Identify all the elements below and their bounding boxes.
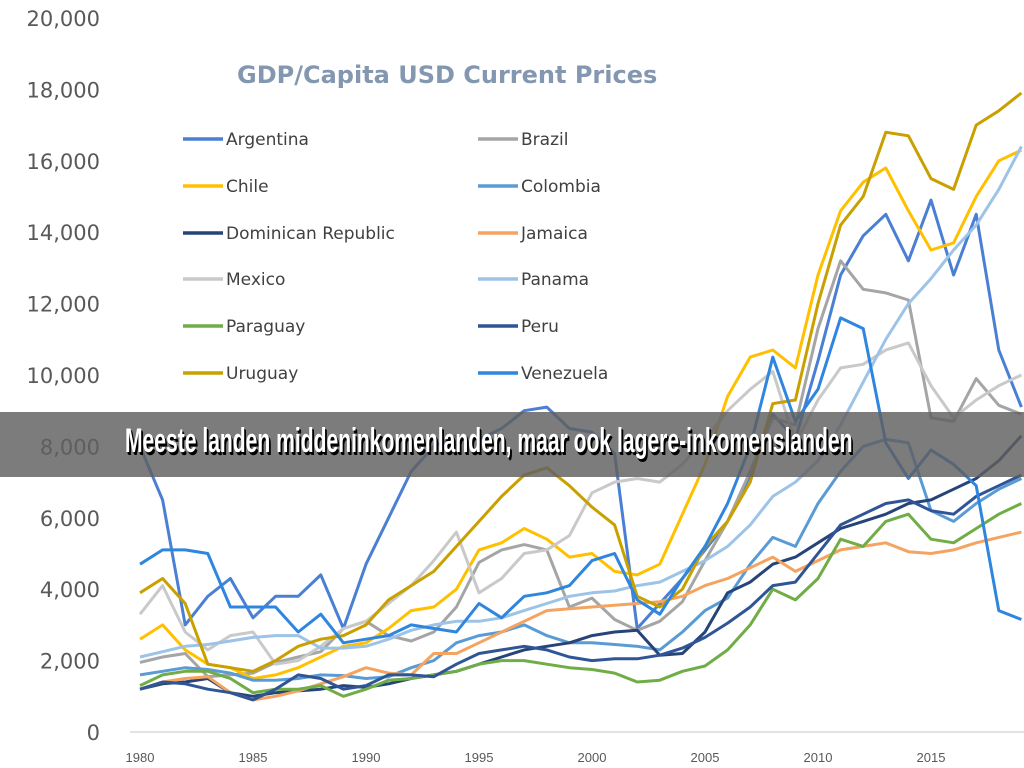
legend-label: Venezuela bbox=[521, 364, 608, 384]
y-tick-label: 0 bbox=[87, 721, 100, 745]
x-tick-label: 1980 bbox=[126, 750, 155, 765]
legend-label: Chile bbox=[226, 177, 269, 197]
y-tick-label: 14,000 bbox=[27, 221, 100, 245]
y-tick-label: 6,000 bbox=[40, 507, 100, 531]
caption-text: Meeste landen middeninkomenlanden, maar … bbox=[125, 422, 853, 460]
series-line-panama bbox=[139, 145, 1023, 659]
x-tick-label: 2000 bbox=[578, 750, 607, 765]
legend-label: Panama bbox=[521, 270, 589, 290]
series-line-paraguay bbox=[139, 502, 1023, 698]
legend-label: Brazil bbox=[521, 130, 568, 150]
y-tick-label: 2,000 bbox=[40, 650, 100, 674]
legend-label: Jamaica bbox=[520, 224, 588, 244]
y-tick-label: 12,000 bbox=[27, 293, 100, 317]
chart-title: GDP/Capita USD Current Prices bbox=[237, 61, 657, 89]
legend: Argentina Brazil Chile Colombia Dominican Re… bbox=[183, 130, 608, 384]
series-line-dominican-republic bbox=[139, 434, 1023, 698]
y-tick-label: 10,000 bbox=[27, 364, 100, 388]
series-line-chile bbox=[139, 148, 1023, 680]
legend-label: Mexico bbox=[226, 270, 285, 290]
y-tick-label: 16,000 bbox=[27, 150, 100, 174]
series-line-uruguay bbox=[139, 91, 1023, 673]
legend-label: Uruguay bbox=[226, 364, 298, 384]
caption-banner: Meeste landen middeninkomenlanden, maar … bbox=[0, 412, 1024, 477]
legend-label: Argentina bbox=[226, 130, 309, 150]
series-line-brazil bbox=[139, 259, 1022, 679]
legend-label: Dominican Republic bbox=[226, 224, 395, 244]
series-line-venezuela bbox=[139, 316, 1022, 645]
legend-label: Colombia bbox=[521, 177, 601, 197]
x-tick-label: 1990 bbox=[352, 750, 381, 765]
series-line-mexico bbox=[138, 341, 1023, 666]
series-line-peru bbox=[139, 473, 1023, 702]
y-tick-label: 18,000 bbox=[27, 78, 100, 102]
legend-label: Paraguay bbox=[226, 317, 305, 337]
x-tick-label: 2005 bbox=[691, 750, 720, 765]
y-tick-label: 4,000 bbox=[40, 578, 100, 602]
series-line-jamaica bbox=[139, 530, 1022, 702]
x-tick-labels: 1980198519901995200020052010201520 bbox=[126, 750, 946, 765]
x-tick-label: 1985 bbox=[239, 750, 268, 765]
legend-label: Peru bbox=[521, 317, 559, 337]
x-tick-label: 2015 bbox=[917, 750, 946, 765]
x-tick-label: 1995 bbox=[465, 750, 494, 765]
y-tick-label: 20,000 bbox=[27, 7, 100, 31]
y-tick-labels: 02,0004,0006,0008,00010,00012,00014,0001… bbox=[27, 7, 100, 745]
x-tick-label: 2010 bbox=[804, 750, 833, 765]
